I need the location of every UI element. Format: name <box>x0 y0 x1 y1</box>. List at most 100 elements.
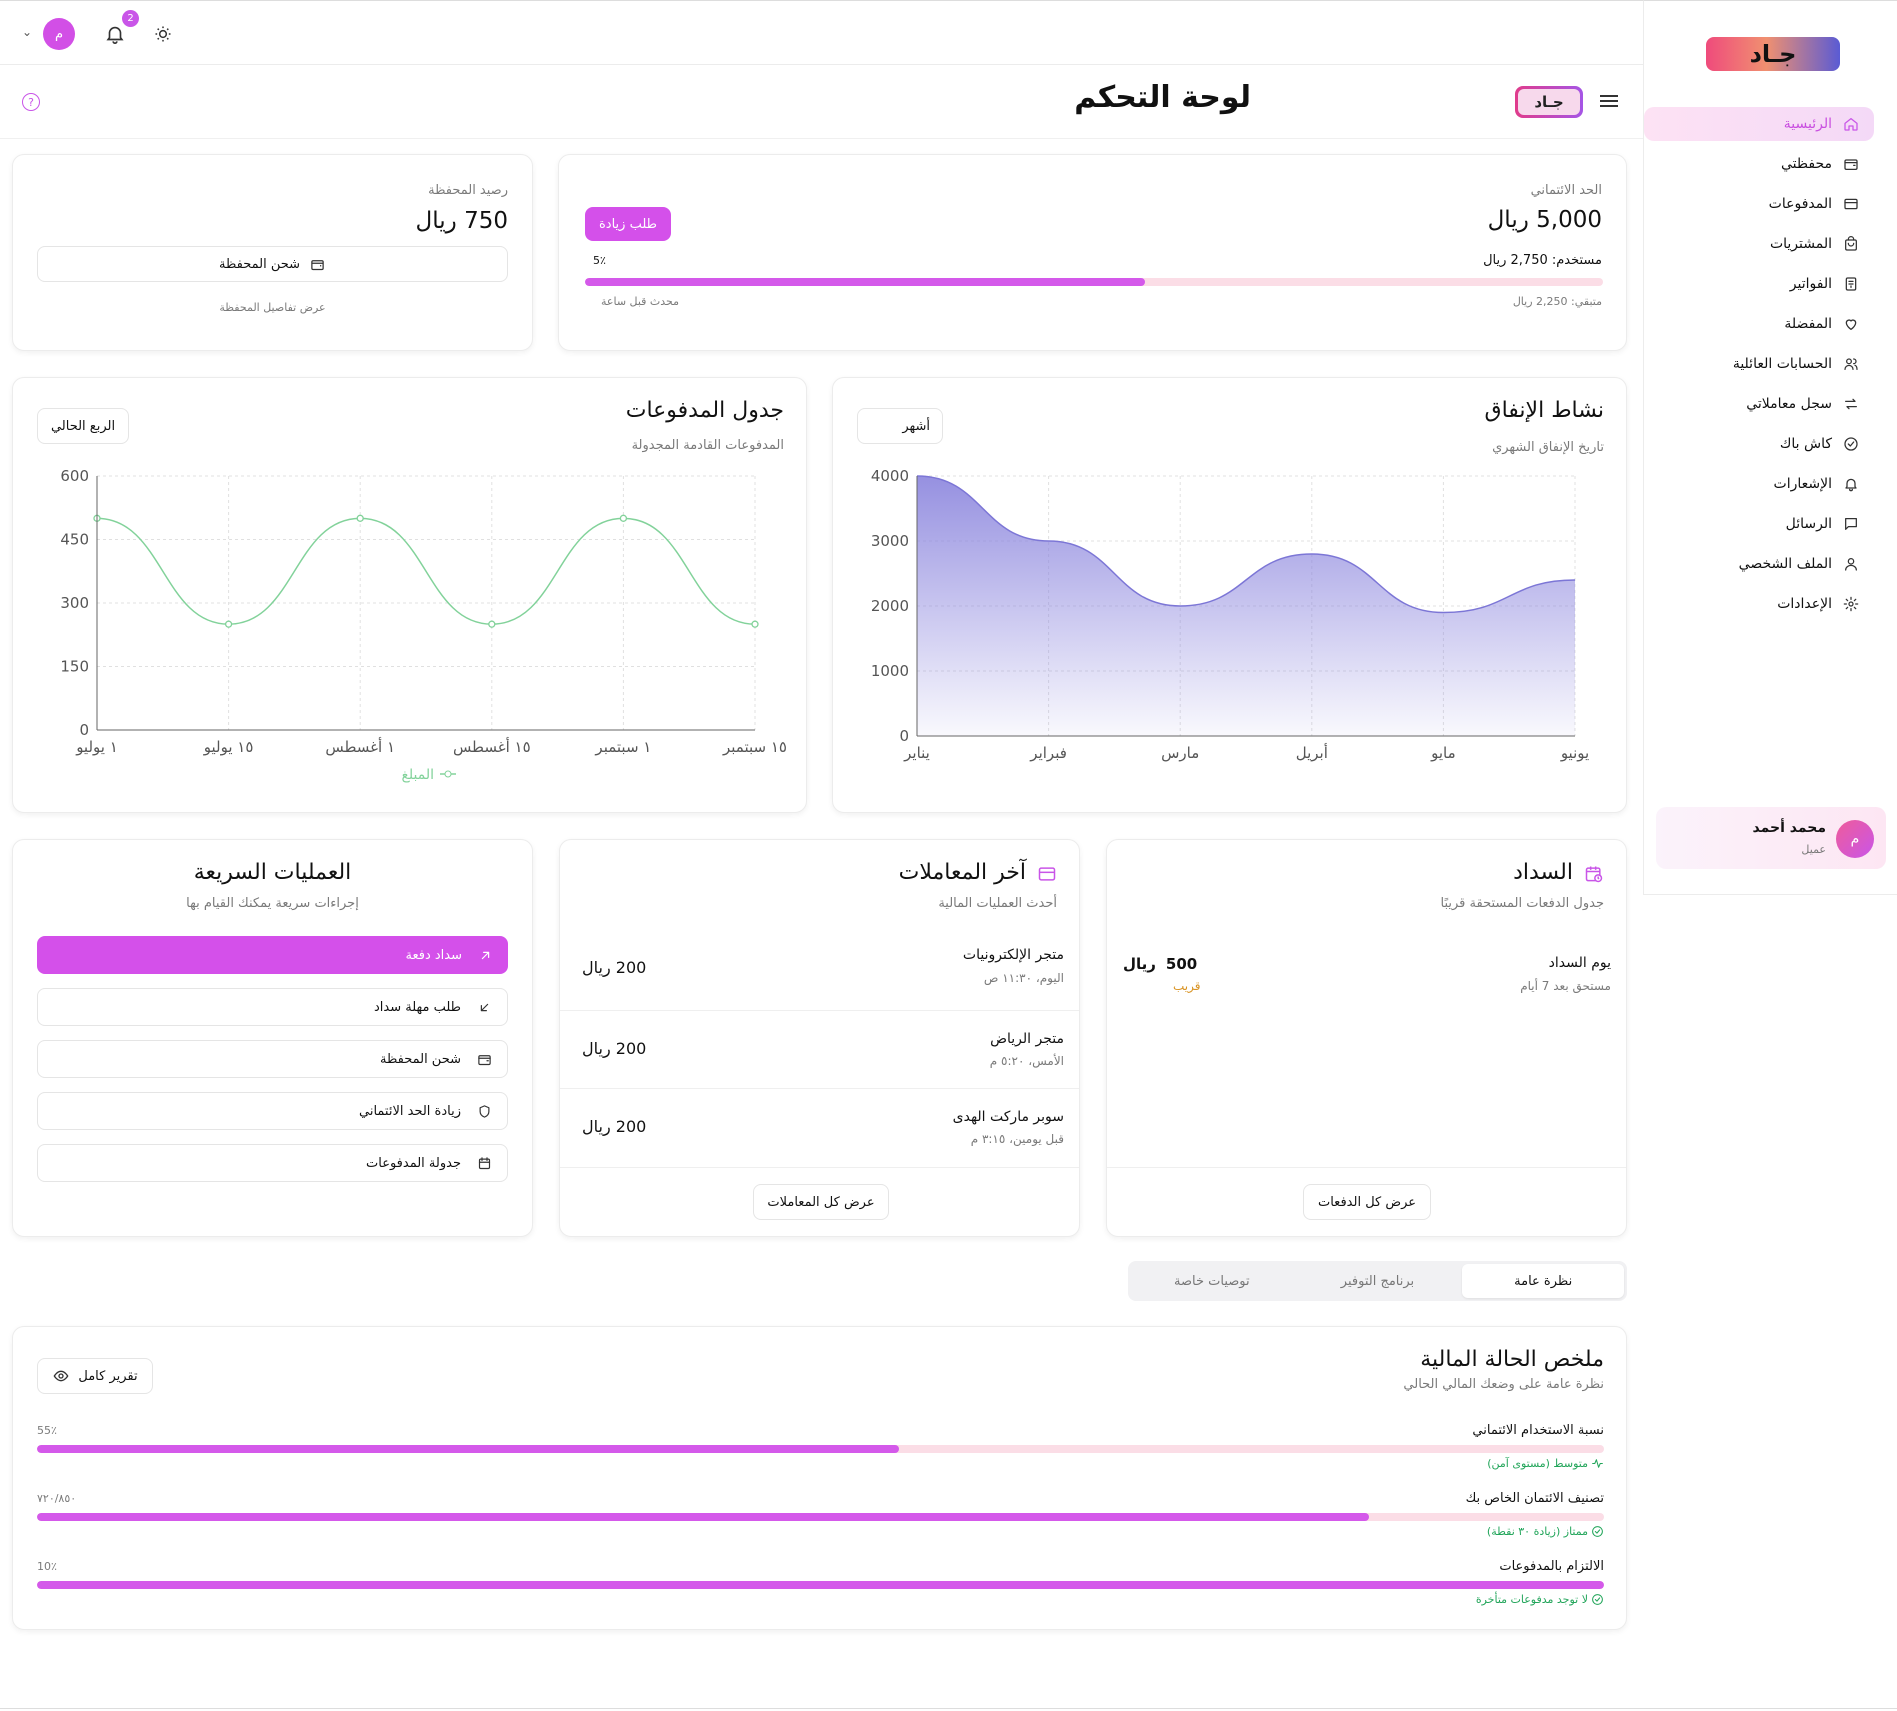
quick-action-button[interactable]: طلب مهلة سداد <box>37 988 508 1026</box>
x-tick-label: ١٥ أغسطس <box>453 737 531 756</box>
quick-action-button[interactable]: جدولة المدفوعات <box>37 1144 508 1182</box>
check-circle-icon <box>1591 1525 1604 1538</box>
sidebar-item[interactable]: المدفوعات <box>1644 187 1874 221</box>
sidebar-user-card[interactable]: م محمد أحمد عميل <box>1656 807 1886 869</box>
sidebar-item[interactable]: محفظتي <box>1644 147 1874 181</box>
sidebar-item[interactable]: الإشعارات <box>1644 467 1874 501</box>
eye-icon <box>52 1367 70 1385</box>
schedule-chart: 0 150 300 450 600 ١ يوليو ١٥ يوليو ١ أغسطس ١٥ أغ… <box>60 467 787 783</box>
metric-progress-fill <box>37 1445 899 1453</box>
line-series <box>96 517 756 625</box>
tab[interactable]: توصيات خاصة <box>1174 1273 1250 1289</box>
arrow-up-right-icon <box>476 946 494 964</box>
divider <box>1107 1167 1626 1168</box>
transaction-name: سوبر ماركت الهدى <box>952 1109 1064 1125</box>
sidebar-logo: جـاد <box>1706 37 1840 71</box>
metric-progress-fill <box>37 1513 1369 1521</box>
arrow-down-left-icon <box>475 998 493 1016</box>
metric-note: لا توجد مدفوعات متأخرة <box>1476 1593 1604 1606</box>
wallet-details-link[interactable]: عرض تفاصيل المحفظة <box>219 301 326 314</box>
sidebar-item[interactable]: كاش باك <box>1644 427 1874 461</box>
tabs: نظرة عامة برنامج التوفير توصيات خاصة <box>1128 1261 1627 1301</box>
avatar[interactable]: م <box>43 18 75 50</box>
repayment-amount: 500 ريال <box>1123 955 1198 973</box>
help-icon[interactable]: ? <box>22 93 40 111</box>
sidebar-item-label: المشتريات <box>1769 236 1832 252</box>
quick-actions-card: العمليات السريعة إجراءات سريعة يمكنك الق… <box>12 839 533 1237</box>
sidebar-item-label: محفظتي <box>1781 156 1832 172</box>
wallet-topup-button[interactable]: شحن المحفظة <box>37 246 508 282</box>
user-role: عميل <box>1801 843 1826 856</box>
full-report-button[interactable]: تقرير كامل <box>37 1358 153 1394</box>
menu-icon[interactable] <box>1600 93 1618 109</box>
sidebar-item-label: سجل معاملاتي <box>1746 396 1832 412</box>
quick-action-label: زيادة الحد الائتماني <box>358 1103 461 1119</box>
y-tick-label: 4000 <box>871 467 909 485</box>
sidebar-item-label: الملف الشخصي <box>1738 556 1832 572</box>
calendar-clock-icon <box>1584 864 1604 884</box>
tab[interactable]: نظرة عامة <box>1462 1264 1624 1298</box>
wallet-icon <box>308 255 326 273</box>
metric-label: الالتزام بالمدفوعات <box>1499 1559 1604 1574</box>
transactions-subtitle: أحدث العمليات المالية <box>938 896 1057 911</box>
repayment-card: السداد جدول الدفعات المستحقة قريبًا يوم … <box>1106 839 1627 1237</box>
transaction-row[interactable]: سوبر ماركت الهدى قبل يومين، ٣:١٥ م 200 ريا… <box>560 1088 1079 1165</box>
sidebar-item[interactable]: الملف الشخصي <box>1644 547 1874 581</box>
tab[interactable]: برنامج التوفير <box>1340 1273 1415 1289</box>
metric-note-text: لا توجد مدفوعات متأخرة <box>1475 1593 1588 1606</box>
heart-icon <box>1842 315 1860 333</box>
metric-label: تصنيف الائتمان الخاص بك <box>1465 1491 1604 1506</box>
user-avatar: م <box>1836 820 1874 858</box>
invoice-icon <box>1842 275 1860 293</box>
metric-note: متوسط (مستوى آمن) <box>1487 1457 1604 1470</box>
header-logo: جـاد <box>1515 86 1583 118</box>
bell-icon[interactable] <box>104 23 126 45</box>
area-fill <box>917 476 1575 736</box>
sidebar-item[interactable]: المشتريات <box>1644 227 1874 261</box>
quick-title: العمليات السريعة <box>193 860 352 885</box>
credit-remaining: متبقي: 2,250 ريال <box>1512 295 1602 308</box>
sidebar-item[interactable]: سجل معاملاتي <box>1644 387 1874 421</box>
repayment-subtitle: جدول الدفعات المستحقة قريبًا <box>1440 896 1605 911</box>
x-tick-label: مارس <box>1161 744 1199 762</box>
spending-chart: 0 1000 2000 3000 4000 يناير فبراير مارس أبريل ماي… <box>871 467 1589 762</box>
x-tick-label: يناير <box>903 744 930 762</box>
sidebar-item[interactable]: الإعدادات <box>1644 587 1874 621</box>
x-tick-label: فبراير <box>1029 744 1067 762</box>
y-tick-label: 0 <box>79 721 89 739</box>
sidebar-item[interactable]: الرئيسية <box>1644 107 1874 141</box>
request-increase-button[interactable]: طلب زيادة <box>585 207 671 241</box>
view-all-transactions-button[interactable]: عرض كل المعاملات <box>753 1184 889 1220</box>
y-tick-label: 1000 <box>871 662 909 680</box>
transaction-row[interactable]: متجر الرياض الأمس، ٥:٢٠ م 200 ريال <box>560 1010 1079 1088</box>
schedule-filter[interactable]: الربع الحالي <box>37 408 129 444</box>
sidebar-item[interactable]: الرسائل <box>1644 507 1874 541</box>
quick-action-button[interactable]: شحن المحفظة <box>37 1040 508 1078</box>
user-icon <box>1842 555 1860 573</box>
view-all-payments-button[interactable]: عرض كل الدفعات <box>1303 1184 1431 1220</box>
spending-subtitle: تاريخ الإنفاق الشهري <box>1492 440 1604 455</box>
transaction-amount: 200 ريال <box>582 958 647 977</box>
quick-action-button[interactable]: زيادة الحد الائتماني <box>37 1092 508 1130</box>
data-point <box>224 620 233 628</box>
message-icon <box>1842 515 1860 533</box>
legend-marker <box>444 770 452 778</box>
sidebar-item[interactable]: الفواتير <box>1644 267 1874 301</box>
recent-transactions-card: آخر المعاملات أحدث العمليات المالية متجر… <box>559 839 1080 1237</box>
x-tick-label: ١٥ يوليو <box>203 738 254 756</box>
transaction-row[interactable]: متجر الإلكترونيات اليوم، ١١:٣٠ ص 200 ريال <box>560 932 1079 1010</box>
summary-title: ملخص الحالة المالية <box>1420 1347 1604 1372</box>
quick-action-button[interactable]: سداد دفعة <box>37 936 508 974</box>
wallet-icon <box>1842 155 1860 173</box>
metric-progress <box>37 1581 1604 1589</box>
wallet-icon <box>475 1050 493 1068</box>
page-bottom-border <box>0 1708 1897 1709</box>
sidebar-item[interactable]: المفضلة <box>1644 307 1874 341</box>
sidebar-item[interactable]: الحسابات العائلية <box>1644 347 1874 381</box>
sun-icon[interactable] <box>153 24 173 44</box>
chevron-down-icon[interactable]: ⌄ <box>22 25 33 39</box>
spending-filter[interactable]: أشهر <box>857 408 943 444</box>
sidebar-item-label: المفضلة <box>1784 316 1832 332</box>
settings-icon <box>1842 595 1860 613</box>
y-tick-label: 450 <box>60 531 89 549</box>
